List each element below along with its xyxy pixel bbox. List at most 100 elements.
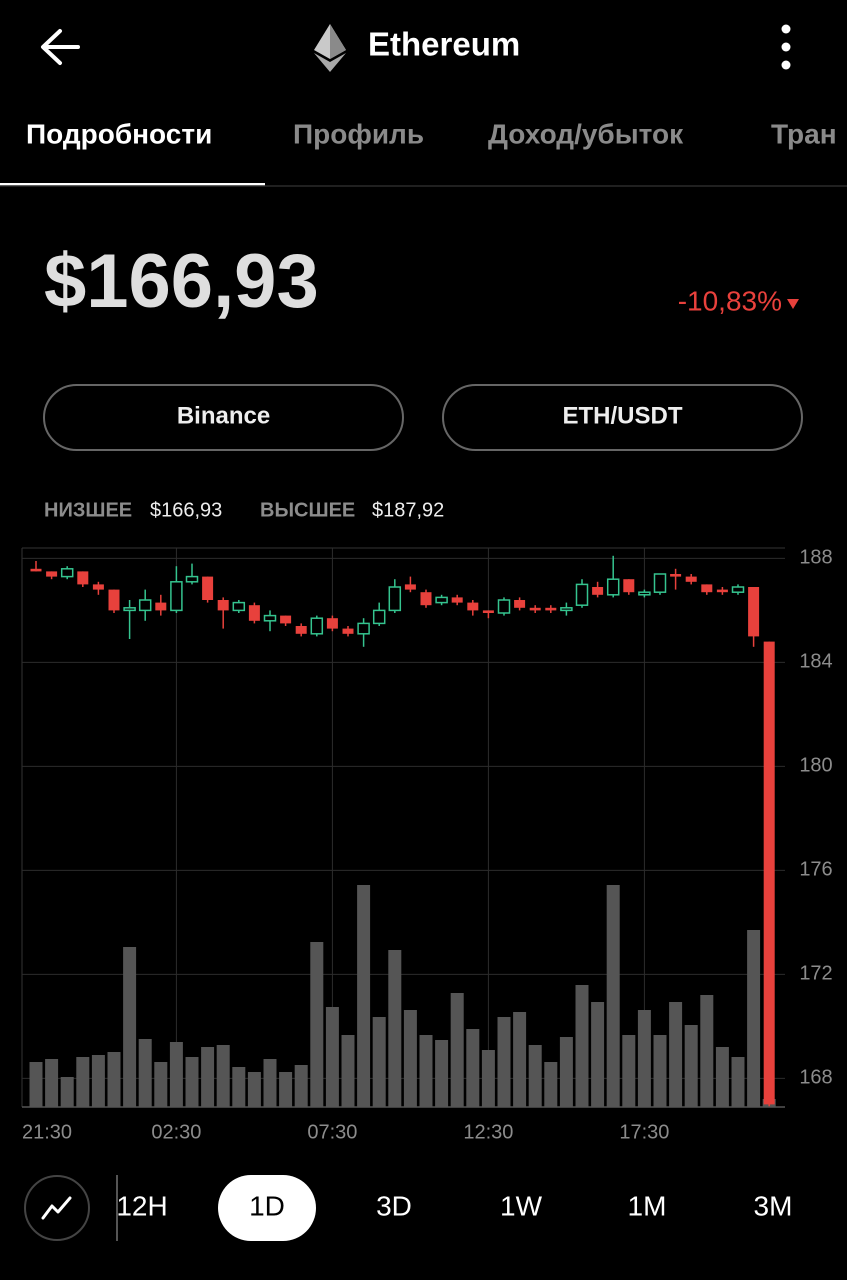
- candle-body: [701, 584, 713, 593]
- period-button[interactable]: 3D: [376, 1190, 412, 1221]
- volume-bar: [107, 1052, 121, 1107]
- low-value: $166,93: [150, 499, 222, 521]
- volume-bar: [528, 1045, 542, 1107]
- volume-bar: [559, 1037, 573, 1107]
- period-label: 12H: [116, 1190, 167, 1221]
- back-button[interactable]: [41, 29, 80, 65]
- candle-body: [77, 571, 89, 585]
- volume-bar: [388, 950, 402, 1107]
- volume-bar: [76, 1057, 90, 1107]
- chart-type-circle: [24, 1175, 90, 1241]
- period-label: 1W: [500, 1190, 543, 1221]
- volume-bar: [154, 1062, 168, 1107]
- candle-body: [263, 614, 277, 622]
- menu-dot: [781, 42, 791, 52]
- period-button[interactable]: 1M: [628, 1190, 667, 1221]
- candle-body: [123, 607, 136, 612]
- high-label: ВЫСШЕЕ: [260, 499, 355, 521]
- menu-button[interactable]: [781, 24, 791, 70]
- volume-bar: [357, 885, 371, 1107]
- pill-button[interactable]: ETH/USDT: [442, 384, 803, 451]
- x-tick-label: 17:30: [619, 1121, 669, 1143]
- candle-body: [575, 583, 589, 606]
- candle-body: [185, 575, 199, 583]
- candle-body: [248, 605, 260, 621]
- volume-bar: [669, 1002, 683, 1107]
- button-row: Binance ETH/USDT: [43, 384, 803, 451]
- volume-bar: [653, 1035, 667, 1107]
- period-label: 3D: [376, 1190, 412, 1221]
- tab[interactable]: Доход/убыток: [488, 118, 684, 149]
- pill-button[interactable]: Binance: [43, 384, 404, 451]
- chart-type-button[interactable]: [24, 1175, 90, 1241]
- volume-bar: [201, 1047, 215, 1107]
- volume-bar: [294, 1065, 308, 1107]
- candle-body: [108, 589, 120, 611]
- candle-body: [420, 592, 432, 606]
- volume-bar: [544, 1062, 558, 1107]
- volume-bar: [731, 1057, 745, 1107]
- candle-body: [748, 587, 760, 637]
- candle-body: [357, 622, 370, 635]
- volume-bar: [232, 1067, 246, 1107]
- period-button[interactable]: 1D: [218, 1175, 316, 1241]
- high-value: $187,92: [372, 499, 444, 521]
- header-title: Ethereum: [368, 26, 520, 63]
- period-button[interactable]: 12H: [116, 1190, 167, 1221]
- x-tick-label: 21:30: [22, 1121, 72, 1143]
- volume-bar: [29, 1062, 43, 1107]
- period-button[interactable]: 1W: [500, 1190, 543, 1221]
- candle-body: [326, 618, 338, 629]
- volume-bar: [372, 1017, 386, 1107]
- period-label: 1D: [249, 1190, 285, 1221]
- volume-bar: [497, 1017, 511, 1107]
- pill-button-border: [442, 384, 803, 451]
- candle-body: [560, 607, 573, 612]
- volume-bar: [325, 1007, 339, 1107]
- tab[interactable]: Подробности: [0, 118, 265, 186]
- volume-bar: [216, 1045, 230, 1107]
- y-tick-label: 180: [799, 755, 832, 777]
- menu-dot: [781, 60, 791, 70]
- candle-body: [60, 568, 74, 578]
- candle-body: [202, 576, 214, 600]
- candle-body: [92, 584, 104, 590]
- volume-bar: [700, 995, 714, 1107]
- volume-bar: [435, 1040, 449, 1107]
- volume-bar: [279, 1072, 293, 1107]
- tab[interactable]: Профиль: [293, 118, 424, 149]
- candle-body: [451, 597, 463, 603]
- volume-bar: [403, 1010, 417, 1107]
- candle-body: [138, 599, 152, 612]
- volume-bar: [185, 1057, 199, 1107]
- candle-body: [46, 571, 58, 577]
- pill-button-label: ETH/USDT: [563, 402, 683, 429]
- candle-body: [295, 626, 307, 634]
- volume-bar: [169, 1042, 183, 1107]
- y-tick-label: 184: [799, 651, 832, 673]
- candle-body: [217, 600, 229, 611]
- volume-bar: [637, 1010, 651, 1107]
- x-tick-label: 02:30: [151, 1121, 201, 1143]
- period-label: 1M: [628, 1190, 667, 1221]
- volume-bar: [341, 1035, 355, 1107]
- candle-body: [170, 581, 183, 612]
- period-label: 3M: [754, 1190, 793, 1221]
- period-button[interactable]: 3M: [754, 1190, 793, 1221]
- down-triangle: [787, 299, 799, 309]
- volume-bar: [715, 1047, 729, 1107]
- candle-body: [638, 591, 651, 596]
- candle-body: [623, 579, 635, 593]
- candle-body: [731, 586, 745, 593]
- candle-body: [372, 609, 386, 625]
- candle-body: [606, 578, 620, 596]
- volume-bar: [138, 1039, 152, 1107]
- candle-body: [514, 600, 526, 608]
- eth-logo: [314, 24, 346, 72]
- candle-body: [388, 586, 402, 612]
- tab[interactable]: Тран: [771, 118, 837, 149]
- candle-body: [155, 602, 167, 611]
- volume-bar: [263, 1059, 277, 1107]
- volume-bar: [591, 1002, 605, 1107]
